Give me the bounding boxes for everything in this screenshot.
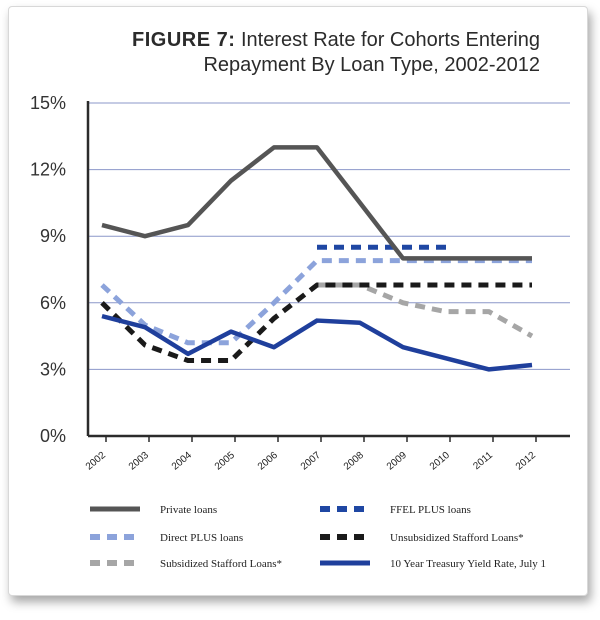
chart-title: FIGURE 7: Interest Rate for Cohorts Ente… — [132, 28, 540, 78]
legend-label-direct-plus-loans: Direct PLUS loans — [160, 532, 243, 544]
x-tick-label: 2003 — [127, 450, 151, 473]
y-tick-label: 15% — [30, 93, 66, 113]
x-tick-label: 2009 — [385, 450, 409, 473]
x-tick-label: 2008 — [342, 450, 366, 473]
x-tick-label: 2006 — [256, 450, 280, 473]
x-tick-label: 2004 — [170, 450, 194, 473]
x-tick-label: 2011 — [471, 450, 495, 473]
legend-label-ffel-plus-loans: FFEL PLUS loans — [390, 504, 471, 516]
legend-label-unsubsidized-stafford-loans: Unsubsidized Stafford Loans* — [390, 532, 524, 544]
series-line-direct-plus-loans — [100, 258, 532, 346]
legend-label-10-year-treasury-yield-rate-july-1: 10 Year Treasury Yield Rate, July 1 — [390, 558, 546, 570]
series-line-unsubsidized-stafford-loans — [100, 282, 532, 364]
y-tick-label: 0% — [40, 426, 66, 446]
x-tick-label: 2005 — [213, 450, 237, 473]
series-line-10-year-treasury-yield-rate-july-1 — [101, 313, 533, 372]
legend-label-private-loans: Private loans — [160, 504, 217, 516]
x-tick-label: 2007 — [299, 450, 323, 473]
series-line-private-loans — [101, 145, 532, 261]
legend-label-subsidized-stafford-loans: Subsidized Stafford Loans* — [160, 558, 282, 570]
y-tick-label: 6% — [40, 293, 66, 313]
x-tick-label: 2010 — [428, 450, 452, 473]
x-tick-label: 2002 — [84, 450, 108, 473]
figure-label: FIGURE 7: — [131, 29, 236, 51]
y-tick-label: 9% — [40, 226, 66, 246]
y-tick-label: 3% — [40, 359, 66, 379]
title-line-1: Interest Rate for Cohorts Entering — [240, 29, 540, 51]
x-tick-label: 2012 — [514, 450, 538, 473]
title-line-2: Repayment By Loan Type, 2002-2012 — [203, 54, 540, 76]
y-tick-label: 12% — [30, 160, 66, 180]
series-line-subsidized-stafford-loans — [317, 282, 534, 339]
